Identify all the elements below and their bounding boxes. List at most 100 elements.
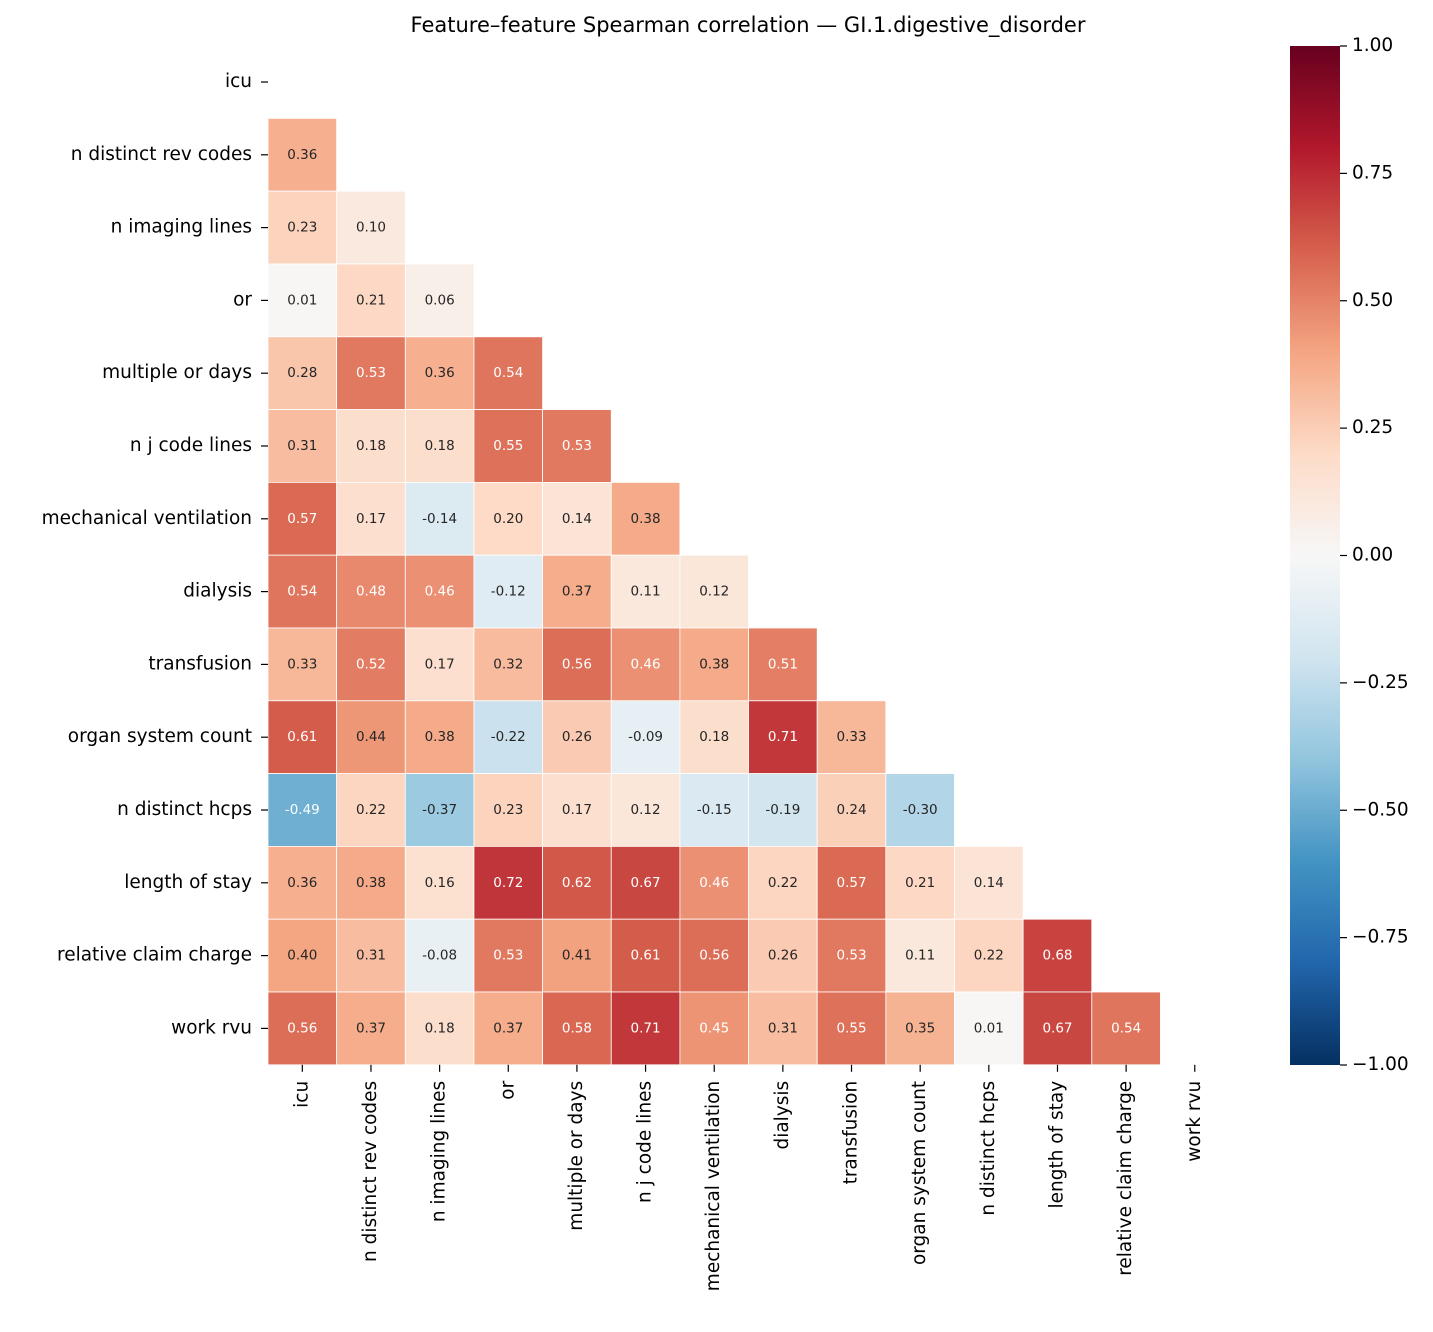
x-tick-label: organ system count (909, 1081, 930, 1265)
heatmap-cell (404, 481, 475, 556)
cell-label: -0.22 (491, 729, 526, 745)
cell-label: 0.54 (287, 584, 317, 600)
colorbar-tick-label: −0.75 (1352, 927, 1409, 948)
cell-label: 0.38 (356, 875, 386, 891)
y-tick-label: mechanical ventilation (42, 508, 252, 529)
cell-label: 0.12 (699, 584, 729, 600)
heatmap-cell (954, 918, 1024, 993)
heatmap-cell (267, 190, 338, 265)
y-tick-label: n distinct rev codes (71, 144, 252, 165)
heatmap-cell (610, 991, 681, 1066)
cell-label: 0.17 (425, 656, 455, 672)
cell-label: 0.26 (768, 948, 798, 964)
cell-label: 0.55 (836, 1020, 866, 1036)
cell-label: 0.52 (356, 656, 386, 672)
heatmap-cell (748, 918, 818, 993)
heatmap-cell (336, 918, 406, 993)
heatmap-cell (473, 991, 544, 1066)
cell-label: 0.62 (562, 875, 592, 891)
heatmap-cell (267, 991, 338, 1066)
cell-label: -0.12 (491, 584, 526, 600)
cell-label: 0.53 (562, 438, 592, 454)
heatmap-cell (816, 991, 887, 1066)
cell-label: 0.18 (699, 729, 729, 745)
heatmap-cell (679, 918, 749, 993)
cell-label: -0.08 (422, 948, 457, 964)
cell-label: -0.37 (422, 802, 457, 818)
cell-label: 0.35 (905, 1020, 935, 1036)
cell-label: 0.37 (493, 1020, 523, 1036)
cell-label: -0.19 (765, 802, 800, 818)
heatmap-cell (1091, 991, 1161, 1066)
cell-label: 0.36 (287, 147, 317, 163)
cell-label: 0.71 (631, 1020, 661, 1036)
cell-label: 0.20 (493, 511, 523, 527)
heatmap-cell (954, 846, 1024, 920)
heatmap-cell (404, 263, 475, 338)
cell-label: 0.26 (562, 729, 592, 745)
cell-label: 0.18 (425, 438, 455, 454)
heatmap-cell (267, 554, 338, 629)
x-tick-label: transfusion (841, 1081, 862, 1185)
y-tick-label: work rvu (171, 1017, 252, 1038)
cell-label: 0.24 (836, 802, 866, 818)
cell-label: 0.46 (631, 656, 661, 672)
cell-label: 0.10 (356, 220, 386, 236)
cell-label: 0.51 (768, 656, 798, 672)
cell-label: 0.40 (287, 948, 317, 964)
y-tick-label: organ system count (68, 726, 252, 747)
heatmap-cell (336, 554, 406, 629)
y-tick-label: relative claim charge (57, 945, 252, 966)
chart-title: Feature–feature Spearman correlation — G… (411, 13, 1086, 38)
cell-label: 0.67 (1042, 1020, 1072, 1036)
cell-label: 0.68 (1042, 948, 1072, 964)
heatmap-cell (404, 773, 475, 847)
heatmap-cell (336, 700, 406, 774)
cell-label: 0.14 (562, 511, 592, 527)
cell-label: 0.67 (631, 875, 661, 891)
x-tick-label: n j code lines (635, 1081, 656, 1203)
colorbar-tick-label: 0.50 (1352, 290, 1393, 311)
y-tick-label: dialysis (183, 581, 252, 602)
y-tick-label: icu (225, 71, 252, 92)
cell-label: 0.21 (905, 875, 935, 891)
cell-label: -0.09 (628, 729, 663, 745)
y-tick-label: n j code lines (130, 435, 252, 456)
x-tick-label: n distinct hcps (978, 1081, 999, 1216)
heatmap-cell (542, 773, 612, 847)
heatmap-cell (679, 991, 749, 1066)
x-tick-label: relative claim charge (1115, 1081, 1136, 1276)
cell-label: 0.36 (287, 875, 317, 891)
y-tick-label: multiple or days (102, 362, 252, 383)
colorbar-tick-label: 0.25 (1352, 417, 1393, 438)
cell-label: 0.61 (287, 729, 317, 745)
heatmap-cell (404, 627, 475, 702)
heatmap-cell (885, 918, 955, 993)
y-tick-label: n distinct hcps (117, 799, 252, 820)
cell-label: 0.71 (768, 729, 798, 745)
cell-label: 0.11 (905, 948, 935, 964)
cell-label: 0.48 (356, 584, 386, 600)
cell-label: 0.61 (631, 948, 661, 964)
heatmap-cell (748, 773, 818, 847)
cell-label: 0.38 (631, 511, 661, 527)
x-tick-label: length of stay (1046, 1081, 1067, 1209)
heatmap-cell (885, 773, 955, 847)
heatmap-cell (336, 481, 406, 556)
heatmap-cell (404, 991, 475, 1066)
cell-label: 0.72 (493, 875, 523, 891)
x-tick-label: or (497, 1080, 518, 1099)
heatmap-cell (542, 409, 612, 483)
heatmap-cell (336, 773, 406, 847)
cell-label: 0.17 (562, 802, 592, 818)
y-tick-label: length of stay (124, 872, 252, 893)
heatmap-cell (336, 846, 406, 920)
cell-label: 0.23 (493, 802, 523, 818)
heatmap-cell (473, 846, 544, 920)
cell-label: 0.58 (562, 1020, 592, 1036)
x-tick-label: mechanical ventilation (703, 1081, 724, 1291)
cell-label: 0.44 (356, 729, 386, 745)
colorbar (1290, 46, 1340, 1065)
colorbar-tick-label: 0.75 (1352, 162, 1393, 183)
heatmap-cell (267, 118, 338, 192)
